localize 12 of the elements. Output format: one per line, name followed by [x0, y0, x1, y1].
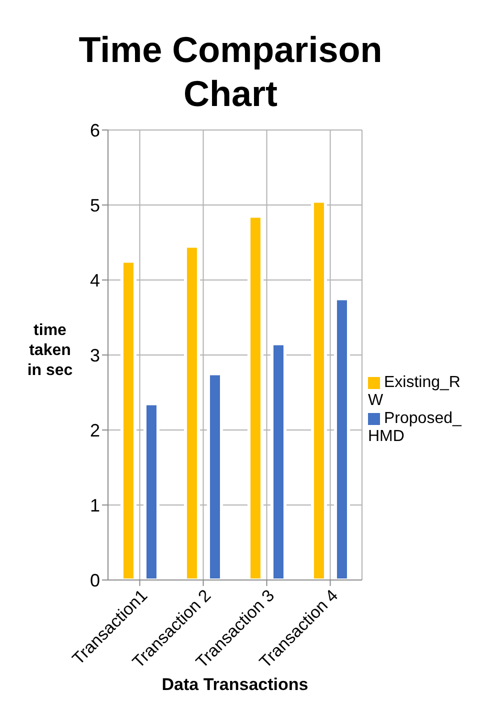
- legend-label: Proposed_HMD: [368, 410, 462, 445]
- y-tick-label: 2: [90, 420, 100, 440]
- y-tick-label: 4: [90, 270, 100, 290]
- x-axis-title: Data Transactions: [162, 675, 308, 694]
- y-tick-label: 0: [90, 570, 100, 590]
- y-tick-label: 5: [90, 195, 100, 216]
- chart-title: Time Comparison Chart: [78, 28, 384, 116]
- y-tick-label: 6: [90, 120, 100, 140]
- y-axis-title: time taken in sec: [27, 322, 73, 379]
- y-tick-label: 3: [90, 345, 100, 366]
- legend-label: Existing_RW: [368, 374, 460, 409]
- y-tick-label: 1: [90, 495, 100, 516]
